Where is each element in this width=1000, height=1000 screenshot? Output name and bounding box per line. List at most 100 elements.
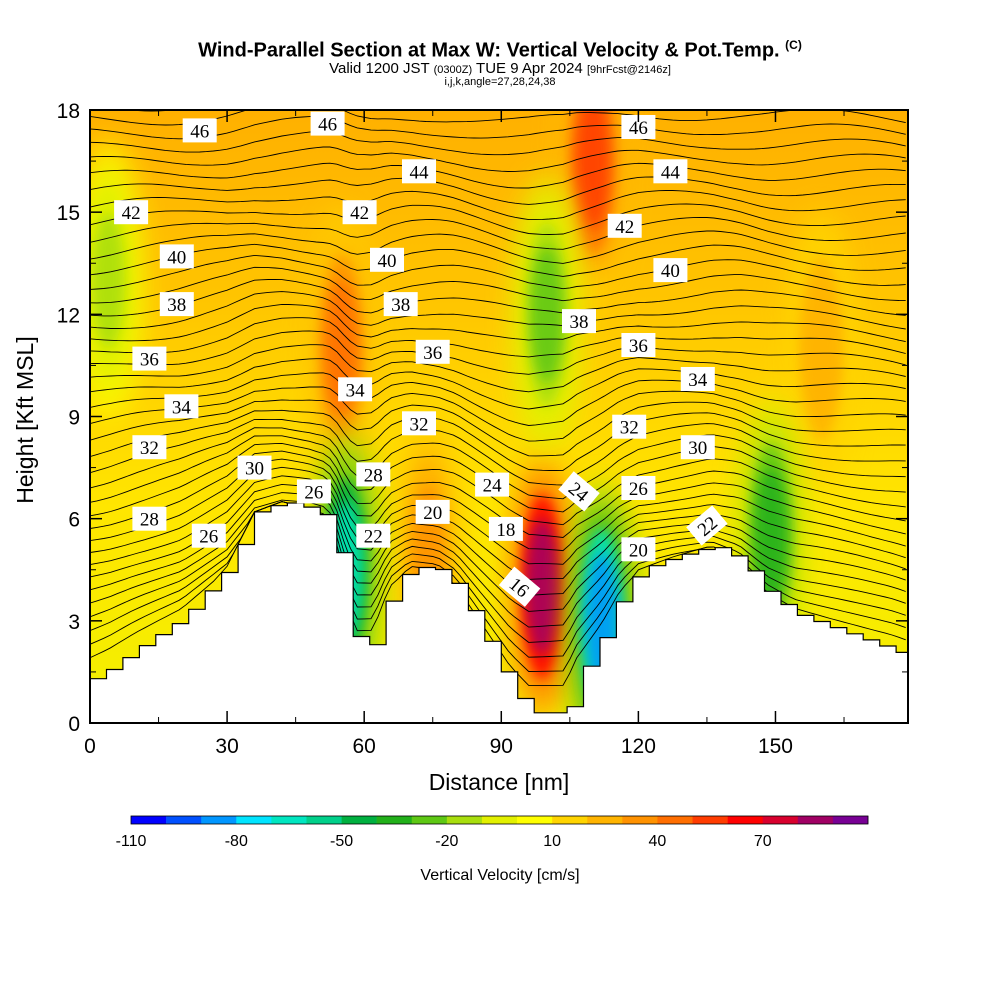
colorbar-swatch	[797, 816, 834, 824]
contour-label: 28	[132, 506, 167, 531]
contour-label: 26	[191, 523, 226, 548]
colorbar-label: Vertical Velocity [cm/s]	[420, 867, 579, 884]
contour-label: 24	[475, 472, 510, 497]
x-tick-label: 0	[84, 735, 96, 758]
isentrope-line	[90, 501, 906, 643]
contour-label-text: 28	[364, 465, 383, 486]
y-tick-label: 15	[57, 202, 80, 225]
contour-label-text: 34	[172, 397, 192, 418]
contour-label-text: 20	[423, 503, 442, 524]
downdraft-cell	[514, 174, 579, 455]
colorbar-swatch	[657, 816, 693, 824]
isentrope-line	[90, 330, 906, 375]
isentrope-line	[90, 116, 906, 140]
contour-label: 20	[415, 499, 450, 524]
colorbar-swatch	[446, 816, 483, 824]
contour-label-text: 46	[318, 115, 337, 136]
x-tick-label: 90	[490, 735, 513, 758]
y-tick-label: 6	[68, 509, 80, 532]
updraft-cell	[309, 208, 374, 489]
colorbar-swatch	[201, 816, 237, 824]
isentrope-line	[90, 243, 906, 277]
terrain-mask	[90, 502, 908, 723]
contour-label-text: 18	[496, 520, 515, 541]
contour-label-text: 38	[167, 295, 186, 316]
downdraft-cell	[90, 140, 141, 421]
isentrope-line	[90, 399, 906, 457]
contour-label-text: 24	[483, 476, 503, 497]
isentrope-line	[90, 358, 906, 410]
y-axis-label: Height [Kft MSL]	[12, 336, 38, 503]
contour-label: 44	[653, 159, 688, 184]
contour-label: 34	[164, 394, 199, 419]
contour-label: 38	[383, 292, 418, 317]
contour-label-text: 36	[423, 343, 442, 364]
isentrope-line	[90, 176, 906, 205]
isentrope-line	[90, 501, 906, 658]
colorbar-tick-label: -20	[435, 833, 458, 850]
y-tick-label: 18	[57, 100, 80, 123]
chart-title-text: Wind-Parallel Section at Max W: Vertical…	[198, 39, 780, 62]
contour-label: 46	[182, 118, 217, 143]
contour-label-text: 46	[629, 118, 648, 139]
contour-label: 42	[607, 213, 642, 238]
isentrope-line	[90, 266, 906, 304]
copyright-mark: (C)	[785, 38, 802, 52]
contour-label: 42	[114, 200, 149, 225]
contour-label-text: 42	[122, 203, 141, 224]
colorbar-swatch	[376, 816, 413, 824]
colorbar-tick-label: 10	[543, 833, 561, 850]
contour-label: 34	[338, 377, 373, 402]
colorbar-swatch	[236, 816, 272, 824]
contour-label-text: 38	[570, 312, 589, 333]
valid-utc: (0300Z)	[433, 64, 473, 76]
isentrope-line	[90, 291, 906, 330]
colorbar-tick-label: 40	[649, 833, 667, 850]
contour-label: 20	[621, 537, 656, 562]
updraft-cell	[510, 446, 575, 723]
contour-label-text: 28	[140, 510, 159, 531]
isentrope-line	[90, 110, 906, 126]
contour-label-text: 32	[410, 414, 429, 435]
chart-title: Wind-Parallel Section at Max W: Vertical…	[0, 38, 1000, 63]
isentrope-line	[90, 418, 906, 486]
colorbar-swatch	[306, 816, 342, 824]
contour-label: 22	[356, 523, 391, 548]
isentrope-line	[90, 483, 906, 596]
contour-label: 34	[680, 367, 715, 391]
colorbar: -110 -80 -50 -20 10 40 70	[116, 815, 869, 850]
colorbar-tick-label: -80	[225, 833, 248, 850]
contour-label: 32	[132, 435, 167, 460]
contour-label: 36	[132, 346, 167, 371]
isentrope-line	[124, 110, 906, 112]
colorbar-swatch	[131, 816, 167, 824]
x-axis-ticks: 0 30 60 90 120 150	[84, 110, 845, 758]
contour-label: 26	[621, 476, 656, 500]
isentrope-line	[90, 203, 906, 235]
x-axis-label: Distance [nm]	[429, 769, 570, 795]
colorbar-frame	[130, 815, 869, 825]
colorbar-swatch	[692, 816, 728, 824]
valid-date: TUE 9 Apr 2024	[476, 60, 583, 77]
contour-label-text: 38	[391, 295, 410, 316]
contour-label-text: 26	[629, 479, 648, 500]
isentrope-line	[90, 466, 906, 565]
contour-label: 18	[488, 516, 523, 541]
valid-time-line: Valid 1200 JST (0300Z) TUE 9 Apr 2024 [9…	[0, 60, 1000, 77]
isentrope-line	[90, 303, 906, 343]
isentrope-line	[90, 475, 906, 580]
colorbar-swatch	[271, 816, 307, 824]
isentrope-line	[90, 162, 906, 189]
colorbar-tick-label: -110	[116, 833, 147, 850]
contour-label: 32	[402, 411, 436, 436]
contour-label: 40	[159, 244, 194, 269]
contour-label-text: 26	[304, 482, 323, 503]
isentrope-line	[90, 492, 906, 612]
y-tick-label: 12	[57, 304, 80, 327]
isentrope-line	[90, 499, 906, 628]
contour-label-text: 34	[688, 370, 708, 391]
contour-label: 40	[653, 258, 688, 283]
colorbar-swatch	[552, 816, 588, 824]
y-tick-label: 3	[68, 611, 80, 634]
